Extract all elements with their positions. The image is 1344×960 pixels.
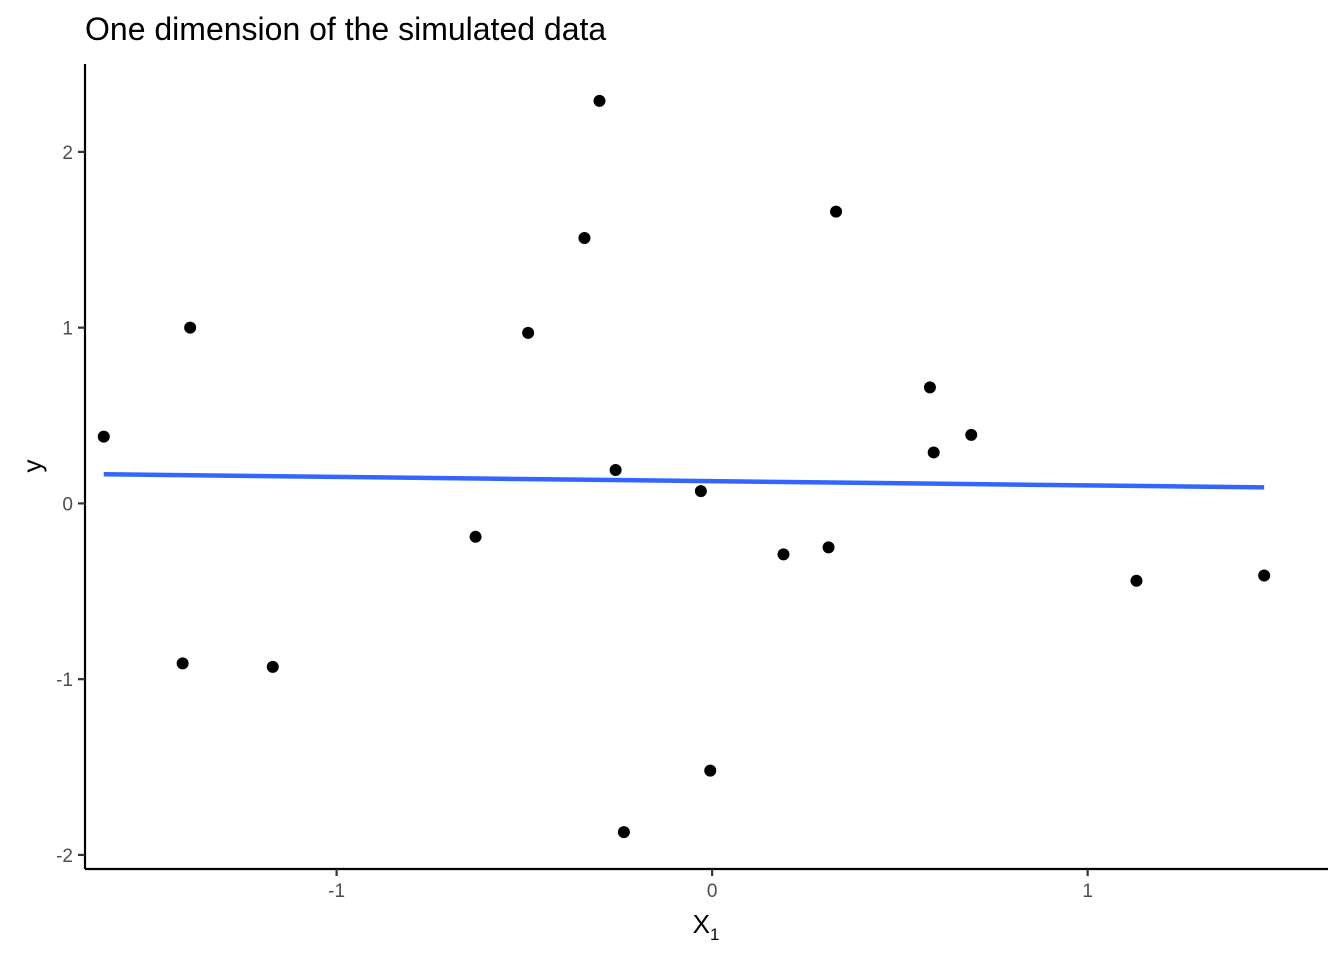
x-axis-title-main: X [693,909,710,939]
y-tick-label: -2 [56,846,73,867]
data-point [97,430,110,443]
y-axis-ticks: -2 -1 0 1 2 [56,143,85,867]
plot-area [97,94,1271,839]
data-point [578,232,591,245]
data-point [617,826,630,839]
data-point [266,660,279,673]
data-point [965,428,978,441]
x-axis-title-subscript: 1 [710,925,719,944]
x-tick-label: 0 [707,881,718,902]
data-point [923,381,936,394]
data-point [927,446,940,459]
x-axis-ticks: -1 0 1 [328,869,1093,902]
data-point [469,530,482,543]
data-point [609,464,622,477]
data-point [1258,569,1271,582]
data-point [184,321,197,334]
data-point [777,548,790,561]
data-point [522,326,535,339]
data-point [822,541,835,554]
data-point [830,205,843,218]
data-point [593,94,606,107]
regression-line [103,471,1265,490]
data-point [1130,574,1143,587]
y-tick-label: 0 [62,494,73,515]
y-tick-label: 2 [62,143,73,164]
x-axis-title: X1 [693,909,720,944]
y-axis-title: y [17,460,47,473]
data-point [694,485,707,498]
x-tick-label: -1 [328,881,345,902]
x-tick-label: 1 [1082,881,1093,902]
data-point [704,764,717,777]
data-point [176,657,189,670]
y-tick-label: 1 [62,319,73,340]
chart-title: One dimension of the simulated data [85,11,606,47]
y-tick-label: -1 [56,670,73,691]
